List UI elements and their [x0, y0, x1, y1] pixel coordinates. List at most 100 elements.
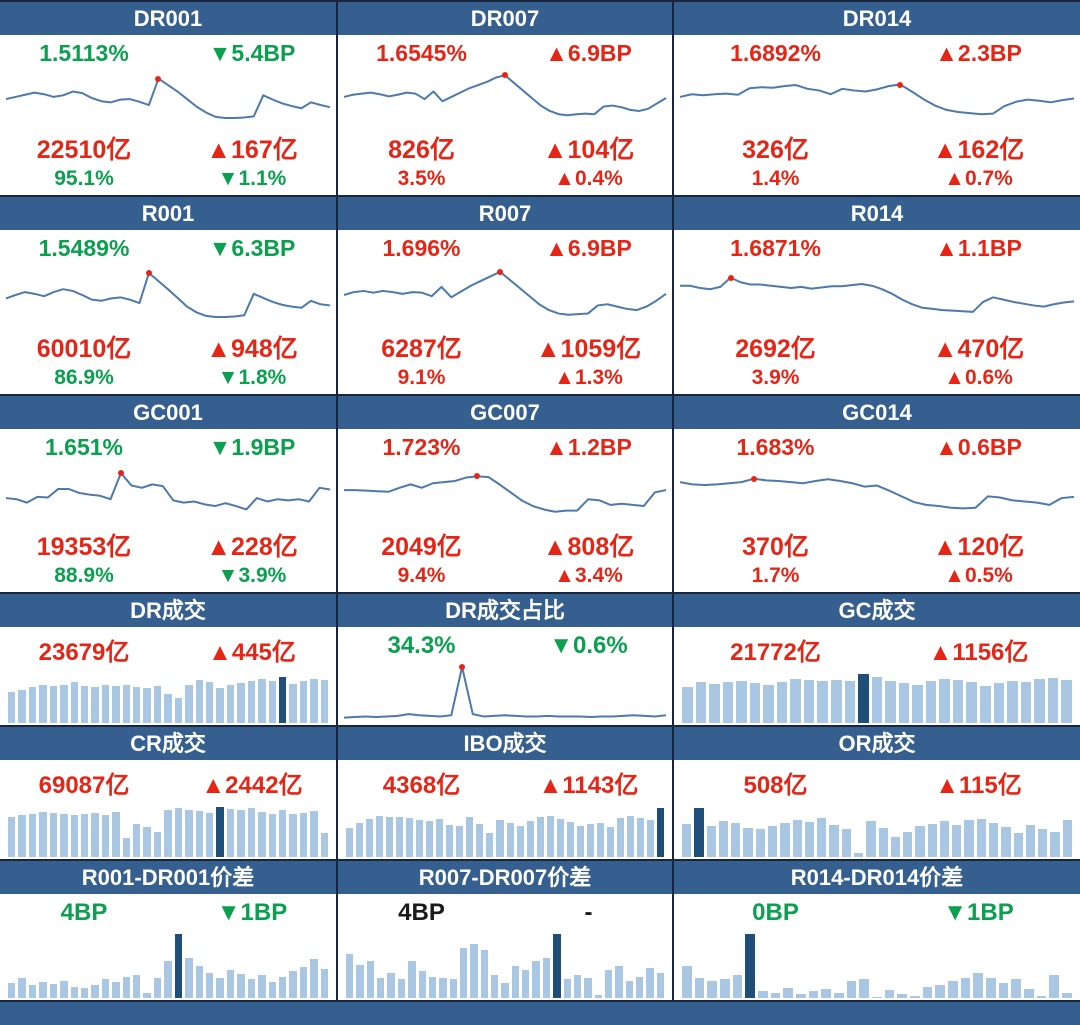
bar-chart: [682, 671, 1072, 723]
bar: [767, 826, 778, 857]
bar: [449, 979, 457, 998]
bar: [966, 682, 978, 723]
panel-r001: R001 1.5489% ▼6.3BP 60010亿 ▲948亿 86.9% ▼1.8…: [0, 197, 336, 394]
bar: [763, 684, 774, 723]
bar: [299, 813, 308, 857]
volume-change: ▲115亿: [935, 772, 1022, 799]
stat-row: 1.6892% ▲2.3BP: [674, 40, 1080, 67]
highlight-bar: [745, 934, 756, 998]
share-value: 3.5%: [397, 167, 446, 190]
sparkline: [6, 266, 330, 324]
volume-value: 370亿: [742, 533, 809, 561]
bar: [897, 993, 908, 998]
highlight-bar: [858, 673, 869, 723]
volume-change: ▲167亿: [206, 136, 298, 164]
bar: [927, 824, 937, 857]
stat-row: 3.5% ▲0.4%: [338, 167, 672, 191]
bar: [299, 681, 308, 723]
bar: [206, 972, 214, 998]
bar: [456, 826, 464, 857]
panel-or-volume: OR成交 508亿 ▲115亿: [674, 727, 1080, 859]
bar: [226, 809, 235, 857]
bar: [1034, 679, 1045, 723]
bar: [709, 684, 720, 723]
panel-r007-dr007-spread: R007-DR007价差 4BP -: [338, 861, 672, 1000]
bar: [656, 972, 665, 998]
panel-header: R007-DR007价差: [338, 861, 672, 894]
panel-header: DR014: [674, 2, 1080, 35]
stat-row: 4368亿 ▲1143亿: [338, 765, 672, 800]
bar: [133, 824, 141, 857]
bar: [112, 812, 120, 857]
volume-value: 22510亿: [36, 136, 132, 164]
bar: [884, 989, 895, 998]
bar: [206, 682, 214, 723]
peak-dot: [459, 663, 466, 670]
bar: [817, 817, 827, 857]
volume-change: ▲120亿: [932, 533, 1025, 561]
bar: [576, 826, 584, 857]
bar: [980, 685, 991, 723]
bar: [60, 684, 68, 723]
bar: [831, 680, 842, 723]
volume-value: 826亿: [388, 136, 455, 164]
spread-value: 4BP: [398, 899, 445, 926]
bar: [426, 820, 434, 857]
bar: [366, 818, 374, 857]
bar: [195, 680, 204, 723]
bar: [278, 976, 287, 998]
bar: [143, 687, 151, 723]
bar: [143, 992, 151, 998]
bar: [922, 987, 933, 998]
bar: [60, 813, 68, 857]
bar: [986, 977, 996, 998]
rate-change: ▲0.6BP: [935, 434, 1022, 460]
bar: [396, 816, 404, 857]
stat-row: 2049亿 ▲808亿: [338, 527, 672, 563]
bar: [377, 977, 385, 998]
sparkline-chart: [344, 71, 666, 125]
stat-row: 1.683% ▲0.6BP: [674, 434, 1080, 461]
bar: [790, 678, 801, 723]
share-value: 88.9%: [54, 564, 114, 587]
bar: [910, 996, 920, 998]
bar: [960, 977, 971, 998]
bar: [625, 981, 634, 998]
bar: [939, 679, 950, 723]
bar-chart: [346, 931, 665, 998]
bar: [780, 823, 790, 857]
bar: [185, 957, 193, 998]
share-change: ▲0.7%: [944, 167, 1013, 190]
bar: [133, 686, 141, 723]
bar-chart: [682, 804, 1072, 857]
bar: [939, 820, 950, 857]
highlight-bar: [278, 677, 287, 723]
bar: [366, 961, 375, 998]
panel-dr014: DR014 1.6892% ▲2.3BP 326亿 ▲162亿 1.4% ▲0.7%: [674, 2, 1080, 195]
bar: [964, 819, 974, 857]
rate-value: 1.6545%: [376, 40, 467, 66]
bar: [586, 824, 594, 857]
panel-dr001: DR001 1.5113% ▼5.4BP 22510亿 ▲167亿 95.1% ▼1.…: [0, 2, 336, 195]
bar: [418, 971, 426, 998]
stat-row: 6287亿 ▲1059亿: [338, 329, 672, 365]
peak-dot: [497, 268, 504, 275]
panel-r001-dr001-spread: R001-DR001价差 4BP ▼1BP: [0, 861, 336, 1000]
bar: [80, 814, 89, 857]
bar: [185, 809, 193, 857]
volume-value: 60010亿: [36, 335, 132, 363]
bar: [346, 954, 354, 998]
bar: [320, 680, 329, 723]
bar: [49, 813, 58, 857]
bar: [195, 811, 204, 857]
rate-value: 1.683%: [736, 434, 815, 460]
bar: [428, 976, 437, 998]
bar: [584, 977, 592, 998]
bar: [1001, 827, 1011, 857]
bar: [1061, 680, 1072, 723]
panel-gc007: GC007 1.723% ▲1.2BP 2049亿 ▲808亿 9.4% ▲3.4%: [338, 396, 672, 592]
volume-value: 2049亿: [381, 533, 462, 561]
bar: [682, 824, 692, 857]
volume-value: 21772亿: [730, 639, 821, 666]
volume-change: ▲1156亿: [928, 639, 1029, 666]
